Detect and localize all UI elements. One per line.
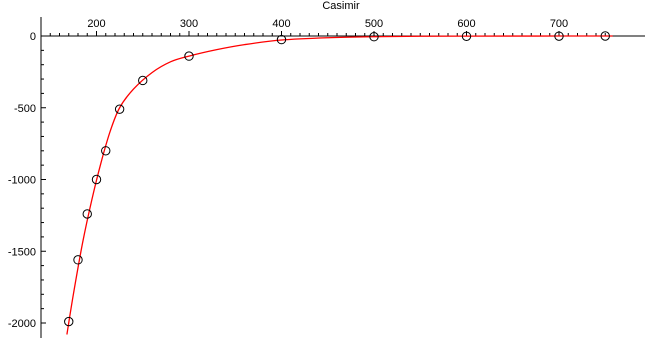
x-tick-label: 600 [457, 18, 475, 30]
data-point [64, 316, 74, 327]
data-point [184, 51, 194, 61]
x-tick-label: 400 [272, 18, 290, 30]
data-point [276, 34, 287, 45]
data-point [114, 104, 125, 114]
y-tick-label: -2000 [8, 318, 36, 330]
data-point [91, 174, 102, 185]
curve-layer [66, 35, 613, 335]
x-tick-label: 300 [180, 18, 198, 30]
chart-title: Casimir [322, 0, 360, 12]
data-point [554, 31, 564, 41]
axes: 200 300 400 500 600 700 0 -500 -1000 -1500 -2000 [8, 17, 645, 338]
data-point [82, 209, 92, 219]
y-tick-label: -500 [14, 103, 36, 115]
fit-curve-line [66, 35, 613, 335]
x-tick-label: 200 [87, 18, 105, 30]
y-tick-label: -1000 [8, 175, 36, 187]
y-tick-label: -1500 [8, 246, 36, 258]
data-point [73, 255, 83, 265]
points-layer [64, 31, 610, 327]
data-point [101, 146, 111, 156]
data-point [138, 75, 148, 86]
x-tick-label: 500 [365, 18, 383, 30]
y-tick-label: 0 [30, 31, 36, 43]
x-tick-label: 700 [550, 18, 568, 30]
data-point [369, 32, 379, 42]
data-point [600, 31, 610, 41]
data-point [461, 31, 472, 41]
